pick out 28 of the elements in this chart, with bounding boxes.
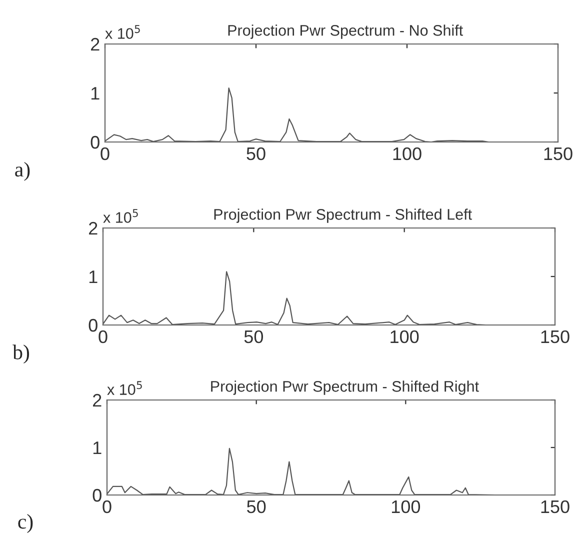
text: x 10$^{5}$	[105, 25, 140, 39]
y-tick-label: 1	[93, 442, 102, 454]
y-tick-label: 1	[89, 270, 98, 284]
x-tick-label: 100	[390, 330, 419, 344]
text: x 10$^{5}$	[103, 209, 138, 223]
x-tick-label: 100	[393, 147, 422, 160]
chart-title: Projection Pwr Spectrum - Shifted Left	[214, 208, 472, 223]
text: c)	[18, 514, 33, 533]
x-tick-label: 0	[102, 500, 112, 514]
text: a)	[15, 162, 30, 181]
x-tick-label: 50	[247, 500, 266, 514]
chart-title: Projection Pwr Spectrum - Shifted Right	[211, 380, 479, 395]
y-tick-label: 2	[91, 38, 100, 51]
x-tick-label: 50	[246, 147, 266, 160]
x-tick-label: 150	[544, 147, 572, 160]
text: x 10$^{5}$	[107, 381, 142, 395]
x-tick-label: 50	[244, 330, 264, 344]
x-tick-label: 100	[392, 500, 420, 514]
x-tick-label: 150	[541, 500, 570, 514]
chart-title: Projection Pwr Spectrum - No Shift	[228, 24, 463, 39]
y-tick-label: 1	[91, 87, 100, 100]
y-tick-label: 2	[89, 222, 98, 235]
text: b)	[12, 344, 30, 364]
y-tick-label: 0	[90, 136, 100, 149]
y-tick-label: 0	[92, 488, 102, 502]
y-tick-label: 0	[88, 318, 98, 332]
y-tick-label: 2	[93, 394, 102, 407]
x-tick-label: 150	[541, 330, 570, 344]
